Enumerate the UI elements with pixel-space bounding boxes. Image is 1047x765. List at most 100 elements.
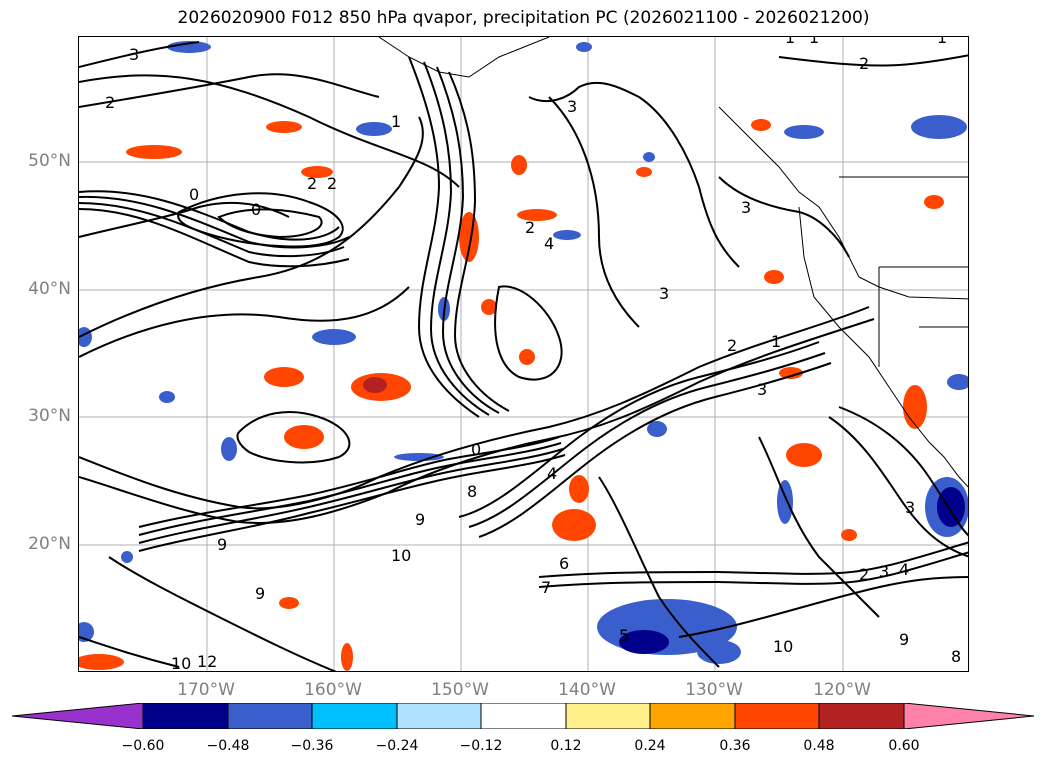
coastlines [378,37,968,488]
contour-line [468,352,826,528]
fill-red [79,654,124,670]
fill-blue [356,122,392,136]
lat-label-40n: 40°N [28,279,71,299]
contour-line [217,208,323,239]
colorbar-tick: −0.12 [459,738,503,754]
contour-label: 8 [467,482,477,501]
colorbar-segment [734,703,820,729]
colorbar-tick: 0.36 [719,738,751,754]
contour-line [458,341,820,518]
colorbar-tick: −0.48 [206,738,250,754]
colorbar-tick: −0.24 [375,738,419,754]
contour-line [436,66,500,414]
colorbar-segment [480,703,567,729]
contour-label: 3 [741,198,751,217]
fill-blue [553,230,581,240]
contour-label: 8 [951,647,961,666]
fill-red [459,212,479,262]
border-state [878,266,968,367]
contour-line [79,116,424,338]
fill-red [481,299,497,315]
contour-label: 4 [899,560,909,579]
colorbar-segment [142,703,229,729]
contour-line [79,306,870,510]
fill-blue [643,152,655,162]
contour-line [758,436,880,618]
contour-label: 1 [937,37,947,47]
contour-line [538,541,968,578]
contour-line [638,96,740,268]
fill-red [284,425,324,449]
contour-line [494,285,563,381]
colorbar-tick: 0.60 [888,738,920,754]
fill-blue [911,115,967,139]
contour-line [138,436,560,528]
contour-label: 9 [217,535,227,554]
contours [79,41,968,671]
contour-line [79,636,180,668]
contour-line [828,416,968,558]
fill-blue [159,391,175,403]
fill-blue [576,42,592,52]
contour-label: 0 [189,185,199,204]
contour-line [79,208,350,268]
map-panel[interactable]: 3 2 1 0 0 2 2 3 3 2 4 3 2 1 3 4 0 8 9 10… [78,36,969,672]
fill-red [552,509,596,541]
contour-line [408,56,480,418]
colorbar-segment [903,703,1035,729]
fill-blue [167,41,211,53]
contour-label: 12 [197,652,217,671]
fill-blue [394,453,444,461]
lat-label-20n: 20°N [28,534,71,554]
contour-label: 2 [727,336,737,355]
lat-label-30n: 30°N [28,406,71,426]
lon-label-140w: 140°W [558,680,616,700]
contour-label: 3 [567,97,577,116]
contour-line [598,476,720,668]
contour-label: 2 [307,174,317,193]
map-canvas: 3 2 1 0 0 2 2 3 3 2 4 3 2 1 3 4 0 8 9 10… [79,37,968,672]
contour-line [236,411,351,464]
fill-red [841,529,857,541]
contour-line [138,448,564,544]
fill-red [519,349,535,365]
coastline-westcoast [798,206,968,488]
fill-red [751,119,771,131]
contour-line [79,286,410,358]
colorbar-segment [12,703,144,729]
colorbar-tick: −0.60 [121,738,165,754]
contour-label: 10 [773,637,793,656]
contour-line [678,576,968,638]
fill-blue [647,421,667,437]
contour-label: 2 [859,565,869,584]
contour-label: 10 [391,546,411,565]
colorbar-segment [565,703,651,729]
fill-red [903,385,927,429]
fill-red [266,121,302,133]
contour-line [838,406,968,537]
contour-label: 9 [415,510,425,529]
colorbar-segment [649,703,736,729]
contour-label: 1 [809,37,819,47]
fill-red [341,643,353,671]
contour-label: 2 [525,218,535,237]
contour-line [538,551,968,588]
fill-blue [697,640,741,664]
fill-blue [221,437,237,461]
fill-red [636,167,652,177]
contour-label: 2 [327,174,337,193]
contour-line [138,442,562,536]
contour-label: 10 [171,654,191,672]
contour-line [177,192,344,248]
contour-label: 1 [391,112,401,131]
fill-blue [777,480,793,524]
colorbar-segments [12,703,1035,729]
contour-line [448,71,510,412]
fill-red [517,209,557,221]
colorbar-segment [396,703,482,729]
fill-blue [121,551,133,563]
fill-dark-blue [619,630,669,654]
fill-red [924,195,944,209]
contour-line [138,454,566,552]
lon-label-130w: 130°W [685,680,743,700]
